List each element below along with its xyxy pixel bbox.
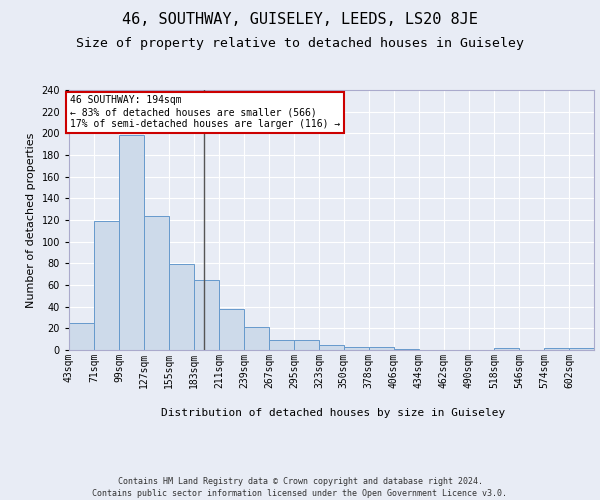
Bar [569, 348, 594, 350]
Text: Distribution of detached houses by size in Guiseley: Distribution of detached houses by size … [161, 408, 505, 418]
Bar [219, 309, 244, 350]
Y-axis label: Number of detached properties: Number of detached properties [26, 132, 36, 308]
Bar [319, 344, 344, 350]
Bar [69, 323, 94, 350]
Bar [394, 349, 419, 350]
Bar [169, 264, 194, 350]
Bar [368, 347, 394, 350]
Text: Contains HM Land Registry data © Crown copyright and database right 2024.: Contains HM Land Registry data © Crown c… [118, 478, 482, 486]
Bar [295, 340, 319, 350]
Bar [144, 216, 169, 350]
Bar [269, 340, 295, 350]
Bar [344, 347, 368, 350]
Text: Size of property relative to detached houses in Guiseley: Size of property relative to detached ho… [76, 38, 524, 51]
Text: 46, SOUTHWAY, GUISELEY, LEEDS, LS20 8JE: 46, SOUTHWAY, GUISELEY, LEEDS, LS20 8JE [122, 12, 478, 28]
Bar [194, 280, 219, 350]
Bar [544, 348, 569, 350]
Text: Contains public sector information licensed under the Open Government Licence v3: Contains public sector information licen… [92, 489, 508, 498]
Bar [244, 327, 269, 350]
Bar [494, 348, 519, 350]
Bar [119, 136, 144, 350]
Bar [94, 221, 119, 350]
Text: 46 SOUTHWAY: 194sqm
← 83% of detached houses are smaller (566)
17% of semi-detac: 46 SOUTHWAY: 194sqm ← 83% of detached ho… [70, 96, 340, 128]
